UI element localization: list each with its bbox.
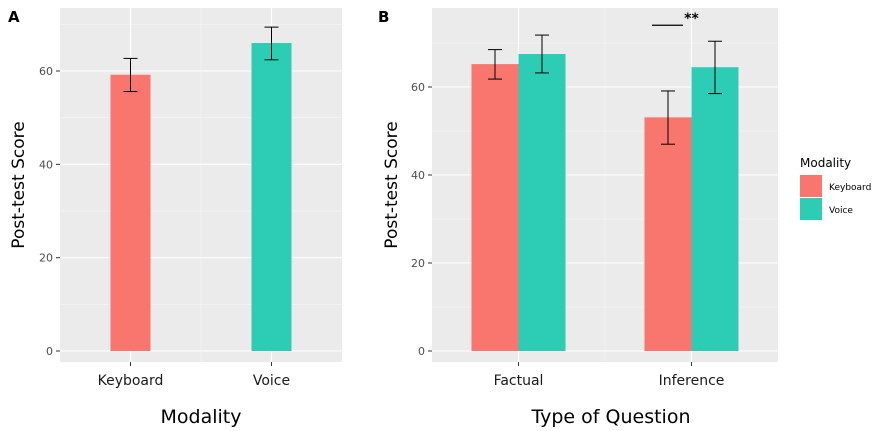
panel-a-y-axis-title: Post-test Score xyxy=(9,121,29,248)
error-bar-factual-keyboard xyxy=(488,49,502,80)
panel-a-x-tick-label-voice: Voice xyxy=(253,373,290,389)
panel-b-y-tick-label: 20 xyxy=(411,257,425,270)
panel-a-y-tick-label: 20 xyxy=(39,252,53,265)
panel-a-y-tick-label: 40 xyxy=(39,158,53,171)
panel-b-y-tick-label: 40 xyxy=(411,169,425,182)
panel-b-y-tick-label: 0 xyxy=(418,345,425,358)
error-bar-inference-voice xyxy=(708,40,722,95)
significance-label: ** xyxy=(684,11,699,27)
panel-b-tick-labels: 0 20 40 60 Factual Inference xyxy=(411,81,724,389)
panel-a-bars xyxy=(110,26,292,351)
panel-b-y-axis-title: Post-test Score xyxy=(382,121,402,248)
panel-b-x-tick-label-factual: Factual xyxy=(494,373,544,389)
panel-b-bars xyxy=(471,34,739,352)
legend-swatch-voice xyxy=(800,198,822,220)
panel-a-label: A xyxy=(8,8,20,26)
legend-swatch-keyboard xyxy=(800,175,822,197)
error-bar-keyboard xyxy=(123,57,138,93)
bar-voice xyxy=(251,43,292,351)
panel-a-x-tick-label-keyboard: Keyboard xyxy=(98,373,164,389)
panel-b-significance: ** xyxy=(652,11,699,27)
legend-title: Modality xyxy=(800,156,851,170)
bar-factual-keyboard xyxy=(471,64,519,352)
panel-b-y-tick-label: 60 xyxy=(411,81,425,94)
legend-label-voice: Voice xyxy=(829,206,853,216)
legend-label-keyboard: Keyboard xyxy=(829,183,871,193)
bar-inference-voice xyxy=(691,67,739,351)
bar-keyboard xyxy=(110,74,151,351)
panel-b-x-tick-label-inference: Inference xyxy=(659,373,725,389)
panel-a: A 0 20 40 60 Keyboard Voice Modality Post-tes… xyxy=(8,8,342,428)
error-bar-factual-voice xyxy=(535,34,549,74)
panel-a-y-tick-label: 60 xyxy=(39,65,53,78)
panel-b: B ** 0 20 40 60 Factual Inference Type of Que… xyxy=(378,8,778,428)
panel-a-tick-labels: 0 20 40 60 Keyboard Voice xyxy=(39,65,290,389)
bar-factual-voice xyxy=(518,54,566,351)
legend: Modality Keyboard Voice xyxy=(800,156,871,220)
panel-a-x-axis-title: Modality xyxy=(161,406,242,428)
panel-a-y-tick-label: 0 xyxy=(46,345,53,358)
panel-b-label: B xyxy=(378,8,389,26)
error-bar-inference-keyboard xyxy=(661,90,675,145)
panel-b-x-axis-title: Type of Question xyxy=(530,406,690,428)
error-bar-voice xyxy=(264,26,279,61)
bar-inference-keyboard xyxy=(644,117,692,351)
